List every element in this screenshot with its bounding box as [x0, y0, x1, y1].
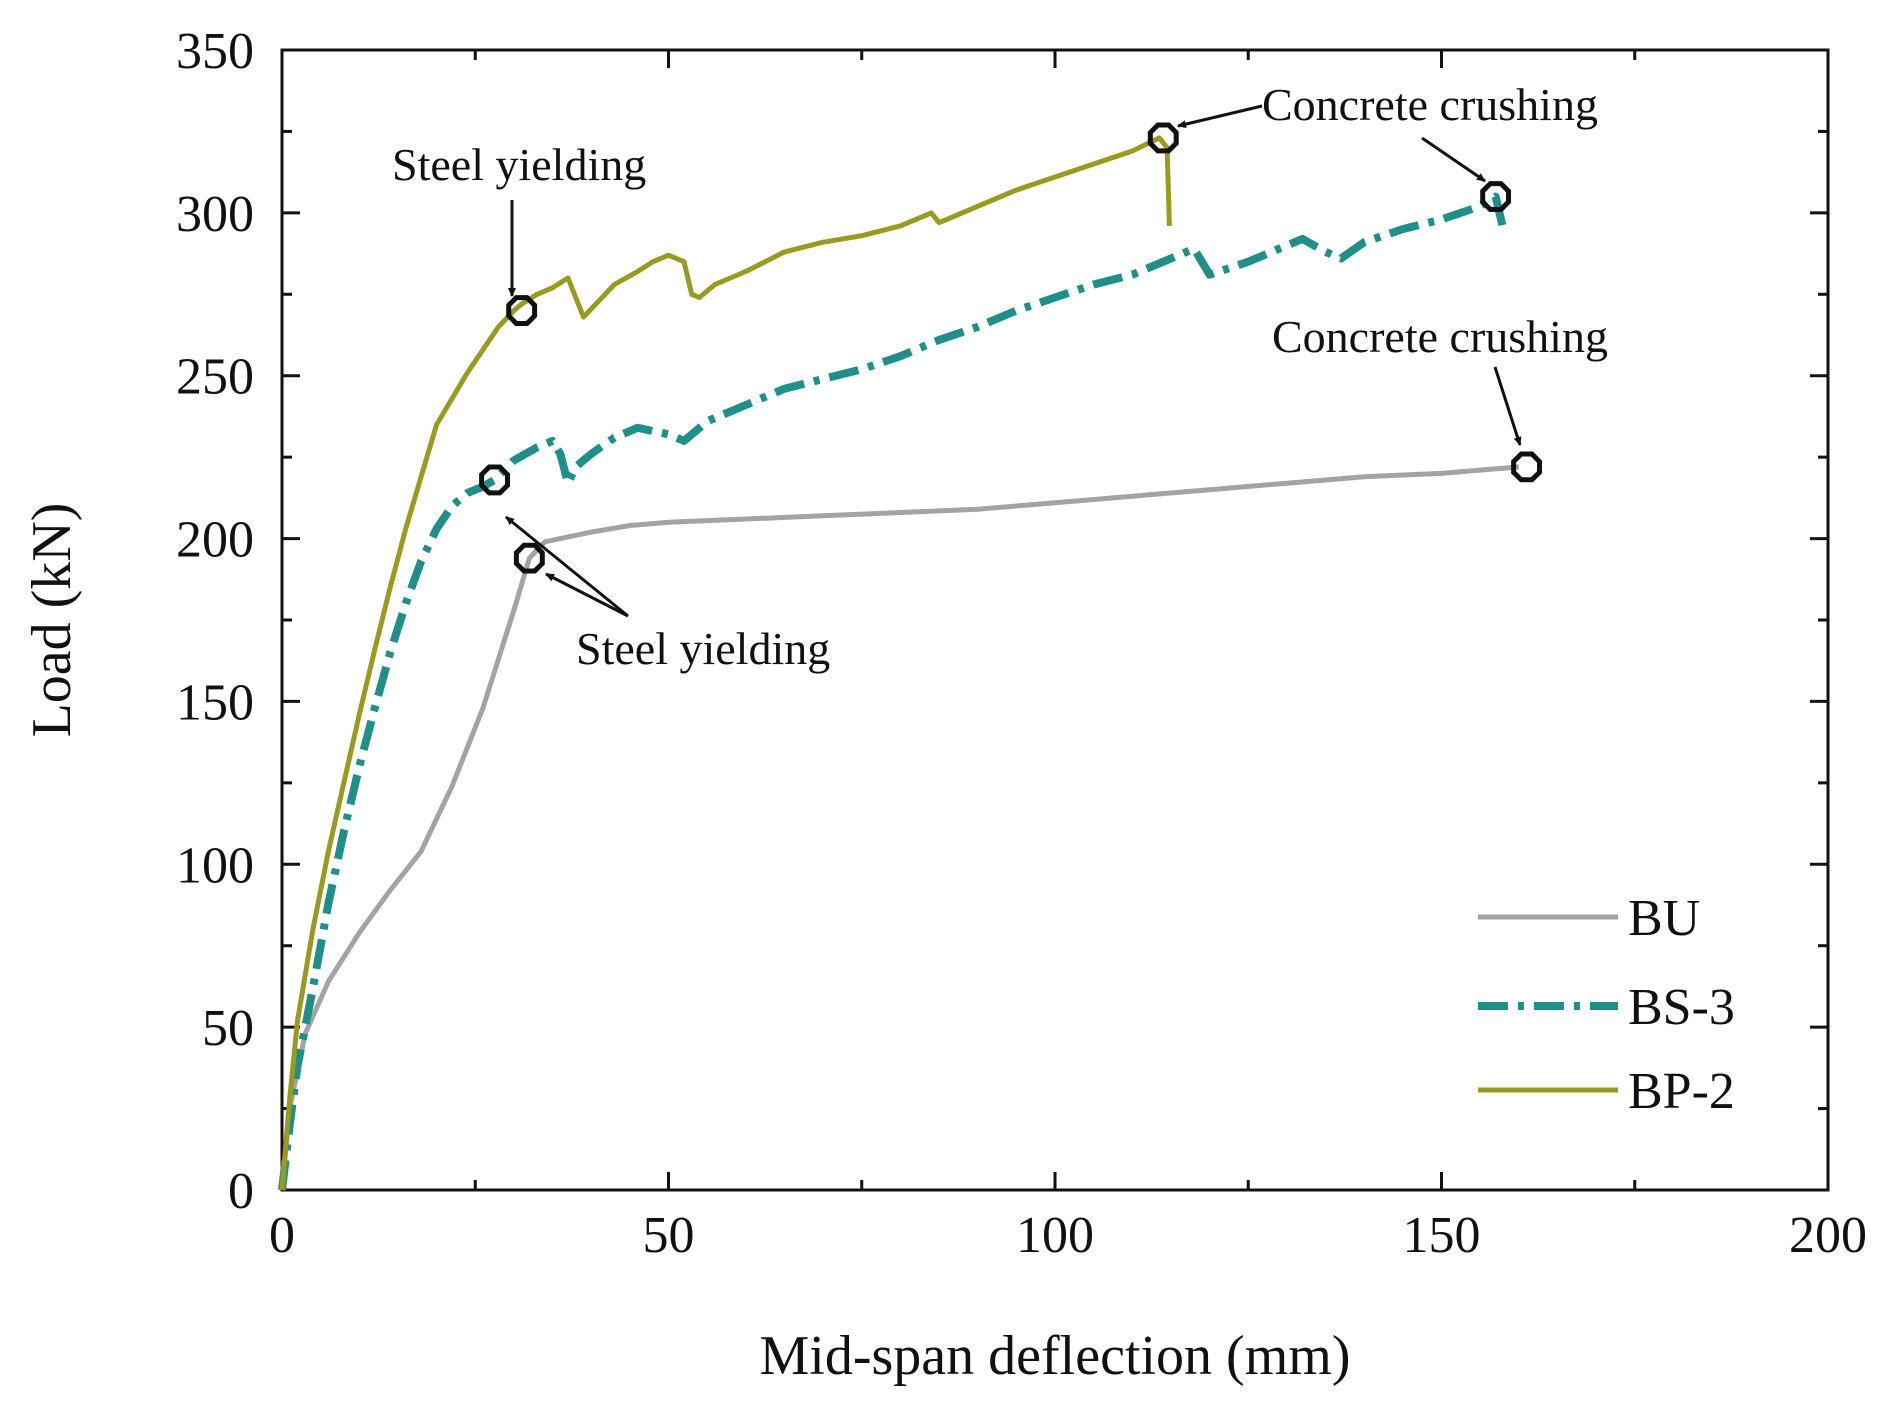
event-marker [1511, 451, 1542, 483]
y-tick-label: 0 [228, 1163, 254, 1220]
y-axis-ticks: 0 50 100 150 200 250 300 350 [176, 23, 1828, 1220]
y-tick-label: 50 [202, 1000, 254, 1057]
series-line-bp-2 [279, 135, 1172, 1191]
y-tick-label: 350 [176, 23, 254, 80]
x-tick-label: 50 [643, 1207, 695, 1264]
x-axis-ticks: 0 50 100 150 200 [269, 50, 1867, 1264]
y-tick-label: 300 [176, 186, 254, 243]
y-axis-title: Load (kN) [21, 503, 83, 738]
series-layer [278, 135, 1520, 1191]
y-tick-label: 100 [176, 837, 254, 894]
annotation-arrow [1421, 136, 1486, 183]
y-tick-label: 250 [176, 349, 254, 406]
event-marker [1147, 122, 1179, 154]
marker-layer [479, 122, 1542, 574]
event-marker [513, 542, 545, 574]
x-axis-title: Mid-span deflection (mm) [760, 1325, 1351, 1387]
annotation-steel-yielding-top: Steel yielding [392, 139, 646, 190]
annotation-steel-yielding-bottom: Steel yielding [576, 623, 830, 674]
annotation-arrow [545, 572, 629, 618]
annotation-concrete-crushing-top: Concrete crushing [1262, 79, 1598, 130]
y-tick-label: 200 [176, 512, 254, 569]
annotation-arrow [1493, 366, 1522, 446]
legend-label-bp-2: BP-2 [1628, 1063, 1735, 1120]
series-line-bu [279, 464, 1520, 1191]
x-tick-label: 0 [269, 1207, 295, 1264]
annotation-arrow [1177, 104, 1263, 129]
legend-label-bs-3: BS-3 [1628, 979, 1735, 1036]
y-tick-label: 150 [176, 674, 254, 731]
series-line-bs-3 [278, 192, 1508, 1191]
event-marker [1480, 181, 1511, 212]
legend-label-bu: BU [1628, 890, 1700, 947]
legend: BU BS-3 BP-2 [1478, 890, 1735, 1120]
event-marker [479, 464, 510, 496]
annotation-concrete-crushing-mid: Concrete crushing [1272, 311, 1608, 362]
annotation-layer: Steel yielding Concrete crushing Concret… [392, 79, 1608, 674]
plot-frame [280, 48, 1830, 1192]
annotation-arrow [505, 515, 629, 618]
x-tick-label: 100 [1016, 1207, 1094, 1264]
event-marker [506, 295, 538, 326]
x-tick-label: 200 [1789, 1207, 1867, 1264]
x-tick-label: 150 [1403, 1207, 1481, 1264]
